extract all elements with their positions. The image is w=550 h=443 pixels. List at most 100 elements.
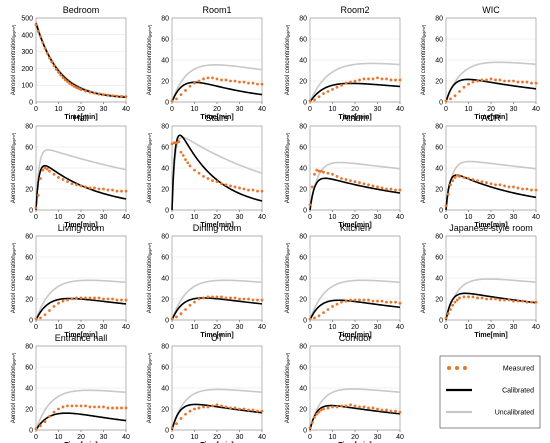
y-tick-label: 0	[165, 100, 169, 107]
measured-point	[88, 186, 92, 190]
measured-point	[36, 30, 40, 33]
x-tick-label: 0	[308, 106, 312, 113]
x-tick-label: 0	[170, 106, 174, 113]
x-tick-label: 0	[444, 324, 448, 331]
x-tick-label: 30	[236, 214, 244, 221]
x-tick-label: 10	[191, 434, 199, 441]
legend-label-measured: Measured	[503, 366, 534, 373]
panel-title: Room2	[340, 5, 369, 15]
measured-point	[97, 187, 101, 191]
measured-point	[251, 81, 255, 85]
measured-point	[394, 300, 397, 304]
x-tick-label: 10	[55, 106, 63, 113]
measured-point	[120, 406, 123, 410]
measured-point	[335, 175, 339, 178]
measured-point	[353, 180, 357, 184]
measured-point	[57, 407, 60, 411]
series-calibrated-line	[171, 81, 263, 103]
plot-area	[309, 17, 401, 103]
x-tick-label: 30	[510, 324, 518, 331]
x-tick-label: 30	[510, 106, 518, 113]
measured-point	[389, 78, 393, 82]
measured-point	[54, 68, 58, 71]
y-tick-label: 0	[303, 318, 307, 325]
x-axis-label: Time[min]	[474, 114, 507, 121]
y-tick-label: 0	[165, 318, 169, 325]
measured-point	[498, 183, 502, 187]
x-tick-label: 20	[351, 434, 359, 441]
y-tick-label: 80	[25, 124, 33, 131]
measured-point	[534, 300, 538, 304]
measured-point	[394, 409, 397, 413]
y-tick-label: 20	[161, 79, 169, 86]
measured-point	[503, 298, 506, 302]
y-tick-label: 40	[161, 58, 169, 65]
measured-point	[43, 420, 47, 423]
measured-point	[211, 179, 214, 183]
measured-point	[124, 298, 128, 302]
series-uncalibrated-line	[35, 279, 127, 321]
measured-point	[111, 297, 114, 301]
y-axis-label: Aerosol concentration[μg/m³]	[285, 353, 291, 424]
measured-point	[467, 295, 470, 299]
panel-japanese-style-room: Japanese-style room 0 20 40 60 80 0 10 20 30 40 Tim…	[421, 223, 540, 339]
measured-point	[84, 404, 87, 408]
measured-point	[389, 409, 393, 413]
y-tick-label: 20	[299, 187, 307, 194]
measured-point	[224, 405, 228, 409]
measured-point	[349, 298, 352, 302]
panel-title: Atrium	[342, 113, 368, 123]
measured-point	[206, 295, 210, 299]
series-uncalibrated-line	[35, 389, 127, 431]
x-tick-label: 10	[55, 434, 63, 441]
measured-point	[97, 296, 101, 300]
y-axis-label: Aerosol concentration[μg/m³]	[147, 243, 153, 314]
y-tick-label: 20	[161, 297, 169, 304]
panel-room2: Room2 0 20 40 60 80 0 10 20 30 40 Time[min] Aerosol …	[285, 5, 404, 121]
x-tick-label: 40	[532, 106, 540, 113]
y-axis-label: Aerosol concentration[μg/m³]	[421, 133, 427, 204]
x-tick-label: 10	[329, 106, 337, 113]
measured-point	[251, 408, 255, 412]
series-uncalibrated-line	[171, 388, 263, 431]
panel-atrium: Atrium 0 20 40 60 80 0 10 20 30 40 Time[min] Aerosol…	[285, 113, 404, 229]
y-tick-label: 80	[435, 234, 443, 241]
plot-area	[171, 345, 263, 431]
measured-point	[335, 405, 339, 409]
measured-point	[179, 417, 183, 420]
plot-area	[309, 235, 401, 321]
measured-point	[193, 168, 196, 172]
measured-point	[498, 298, 502, 302]
plot-area	[35, 235, 127, 321]
y-tick-label: 80	[161, 16, 169, 23]
series-uncalibrated-line	[309, 62, 401, 103]
x-tick-label: 20	[213, 434, 221, 441]
y-tick-label: 80	[25, 344, 33, 351]
y-axis-label-text: Aerosol concentration	[11, 255, 17, 313]
x-axis-label: Time[min]	[474, 332, 507, 339]
measured-point	[93, 405, 96, 409]
x-tick-label: 20	[77, 214, 85, 221]
y-tick-label: 60	[25, 255, 33, 262]
measured-point	[188, 164, 192, 168]
x-tick-label: 30	[374, 324, 382, 331]
measured-point	[179, 93, 183, 97]
panel-corridor: Corridor 0 20 40 60 80 0 10 20 30 40 Time[min] Aeros…	[285, 333, 404, 443]
measured-point	[313, 98, 316, 102]
y-axis-label-text: Aerosol concentration	[147, 255, 153, 313]
measured-point	[308, 203, 312, 207]
series-calibrated-line	[445, 174, 537, 211]
measured-point	[462, 176, 466, 179]
measured-point	[471, 178, 475, 181]
y-axis-label: Aerosol concentration[μg/m³]	[11, 243, 17, 314]
measured-point	[358, 78, 361, 82]
y-tick-label: 0	[439, 100, 443, 107]
panel-dining-room: Dining room 0 20 40 60 80 0 10 20 30 40 Time[min] Ae…	[147, 223, 266, 339]
measured-point	[233, 185, 237, 189]
measured-point	[376, 407, 379, 411]
measured-point	[75, 404, 78, 408]
measured-point	[68, 82, 72, 85]
x-tick-label: 30	[100, 214, 108, 221]
x-tick-label: 20	[487, 324, 495, 331]
y-tick-label: 80	[299, 234, 307, 241]
